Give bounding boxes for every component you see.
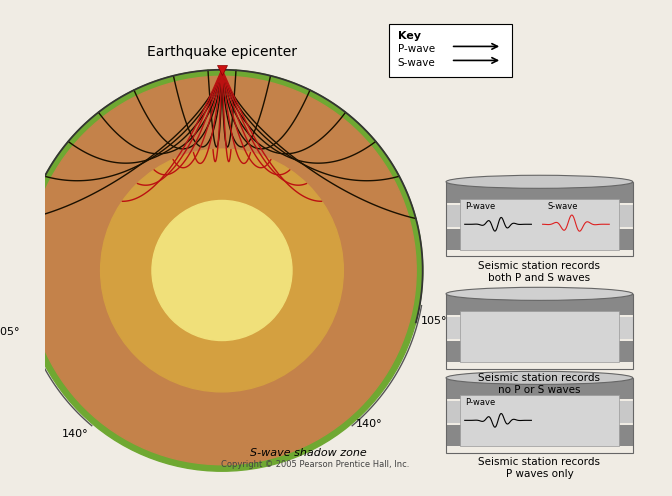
- Bar: [446, 341, 633, 362]
- Ellipse shape: [446, 175, 633, 188]
- Bar: [446, 205, 633, 227]
- Circle shape: [152, 200, 292, 341]
- Text: S-wave shadow zone: S-wave shadow zone: [250, 447, 367, 457]
- Ellipse shape: [446, 287, 633, 301]
- Text: Seismic station records
no P or S waves: Seismic station records no P or S waves: [478, 373, 600, 395]
- FancyBboxPatch shape: [389, 24, 512, 77]
- Text: P-wave: P-wave: [465, 398, 495, 407]
- Text: 105°: 105°: [421, 315, 447, 325]
- Text: P-wave: P-wave: [398, 44, 435, 54]
- Text: Copyright © 2005 Pearson Prentice Hall, Inc.: Copyright © 2005 Pearson Prentice Hall, …: [221, 460, 409, 469]
- Bar: [446, 401, 633, 423]
- Text: Seismic station records
P waves only: Seismic station records P waves only: [478, 457, 600, 479]
- Text: Seismic station records
both P and S waves: Seismic station records both P and S wav…: [478, 261, 600, 283]
- Text: S-wave: S-wave: [398, 58, 435, 67]
- Bar: [446, 182, 633, 203]
- Bar: [460, 395, 619, 446]
- Bar: [460, 198, 619, 250]
- Bar: [460, 310, 619, 362]
- Text: 140°: 140°: [62, 429, 88, 439]
- Bar: [446, 425, 633, 446]
- Ellipse shape: [446, 372, 633, 384]
- Bar: [446, 229, 633, 250]
- Text: Earthquake epicenter: Earthquake epicenter: [147, 45, 297, 59]
- Circle shape: [101, 149, 343, 392]
- Text: 105°: 105°: [0, 327, 21, 337]
- Bar: [446, 317, 633, 339]
- Text: S-wave: S-wave: [547, 202, 578, 211]
- Text: Key: Key: [398, 31, 421, 41]
- Text: P-wave: P-wave: [465, 202, 495, 211]
- Text: 140°: 140°: [355, 419, 382, 429]
- Circle shape: [22, 70, 423, 471]
- Circle shape: [28, 76, 416, 465]
- Bar: [446, 378, 633, 399]
- Bar: [446, 294, 633, 315]
